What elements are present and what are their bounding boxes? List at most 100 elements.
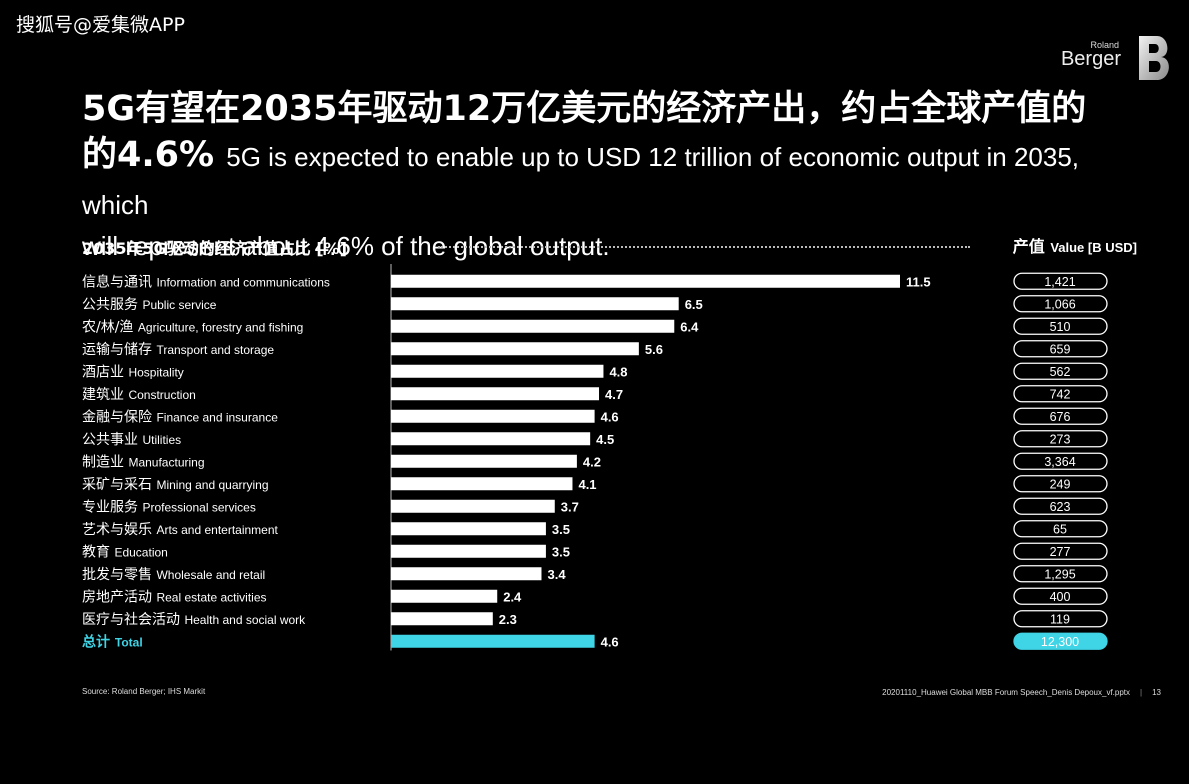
- output-value: 1,066: [1044, 297, 1075, 311]
- output-value: 623: [1050, 500, 1071, 514]
- category-label: 公共事业 Utilities: [82, 432, 181, 448]
- dotted-divider: [438, 246, 970, 248]
- category-label: 医疗与社会活动 Health and social work: [82, 612, 306, 628]
- output-value: 277: [1050, 545, 1071, 559]
- value-column-title: 产值 Value [B USD]: [1013, 233, 1137, 257]
- category-label: 制造业 Manufacturing: [82, 454, 205, 470]
- category-label: 艺术与娱乐 Arts and entertainment: [82, 522, 279, 538]
- bar: [391, 274, 900, 288]
- output-pill: [1013, 587, 1108, 605]
- bar-chart: 信息与通讯 Information and communications 11.5…: [82, 264, 1108, 651]
- watermark: 搜狐号@爱集微APP: [16, 14, 185, 36]
- bar-value-label: 2.4: [503, 589, 522, 604]
- output-value: 3,364: [1044, 455, 1075, 469]
- output-value: 1,295: [1044, 567, 1075, 581]
- category-label: 专业服务 Professional services: [82, 499, 256, 515]
- output-value: 249: [1050, 477, 1071, 491]
- output-value: 400: [1050, 590, 1071, 604]
- bar-value-label: 4.5: [596, 432, 614, 447]
- output-pill: [1013, 452, 1108, 470]
- value-column-title-zh: 产值: [1012, 237, 1045, 256]
- bar-value-label: 4.1: [578, 477, 596, 492]
- output-value: 562: [1050, 365, 1071, 379]
- bar-value-label: 3.5: [552, 522, 570, 537]
- output-value: 676: [1050, 410, 1071, 424]
- roland-berger-logo: Roland Berger: [1025, 34, 1175, 86]
- category-label: 采矿与采石 Mining and quarrying: [82, 477, 269, 493]
- logo-line1: Roland: [1090, 40, 1119, 50]
- bar-value-label: 3.4: [547, 567, 566, 582]
- bar: [391, 612, 493, 626]
- bar: [391, 364, 604, 378]
- output-pill: [1013, 475, 1108, 493]
- bar: [391, 544, 546, 558]
- output-pill: [1013, 542, 1108, 560]
- logo-line2: Berger: [1060, 48, 1121, 70]
- page-number: 13: [1152, 688, 1161, 697]
- bar-value-label: 5.6: [645, 342, 663, 357]
- output-pill: [1013, 295, 1108, 313]
- bar-value-label: 4.8: [609, 364, 627, 379]
- bar-value-label: 3.7: [561, 499, 579, 514]
- category-label: 公共服务 Public service: [82, 297, 217, 313]
- output-pill: [1013, 340, 1108, 358]
- bar: [391, 432, 591, 446]
- output-value: 510: [1050, 320, 1071, 334]
- chart-title: 2035年5G驱动的经济产值占比 [%]: [82, 239, 348, 258]
- category-label: 信息与通讯 Information and communications: [82, 273, 330, 290]
- bar-value-label: 6.5: [685, 297, 703, 312]
- bar-value-label: 4.7: [605, 387, 623, 402]
- bar: [391, 499, 555, 513]
- bar: [391, 522, 546, 536]
- headline: 5G有望在2035年驱动12万亿美元的经济产出，约占全球产值的 的4.6% 5G…: [82, 86, 1142, 264]
- total-bar: [391, 634, 595, 648]
- bar-value-label: 11.5: [906, 274, 931, 289]
- headline-line2: 的4.6% 5G is expected to enable up to USD…: [82, 132, 1142, 228]
- bar: [391, 567, 542, 581]
- output-pill: [1013, 565, 1108, 583]
- bar-value-label: 3.5: [552, 544, 570, 559]
- output-pill: [1013, 610, 1108, 628]
- file-name: 20201110_Huawei Global MBB Forum Speech_…: [882, 688, 1131, 697]
- category-label: 酒店业 Hospitality: [82, 364, 184, 380]
- output-pill: [1013, 520, 1108, 538]
- output-pill: [1013, 385, 1108, 403]
- bar-value-label: 2.3: [499, 612, 517, 627]
- footer-info: 20201110_Huawei Global MBB Forum Speech_…: [882, 688, 1161, 697]
- category-label: 金融与保险 Finance and insurance: [82, 409, 278, 425]
- category-label: 建筑业 Construction: [82, 387, 196, 403]
- total-output-value: 12,300: [1041, 635, 1079, 649]
- total-value-label: 4.6: [601, 634, 619, 649]
- bar: [391, 319, 675, 333]
- category-label: 农/林/渔 Agriculture, forestry and fishing: [82, 319, 303, 335]
- output-value: 742: [1050, 387, 1071, 401]
- category-label: 房地产活动 Real estate activities: [82, 589, 267, 605]
- output-pill: [1013, 272, 1108, 290]
- bar: [391, 297, 679, 311]
- total-label: 总计 Total: [82, 633, 143, 650]
- total-output-pill: [1013, 632, 1108, 650]
- bar-value-label: 4.2: [583, 454, 601, 469]
- bar: [391, 454, 577, 468]
- bar: [391, 387, 600, 401]
- headline-zh-line2: 的4.6%: [82, 135, 215, 175]
- output-pill: [1013, 497, 1108, 515]
- bar-value-label: 6.4: [680, 319, 699, 334]
- output-value: 65: [1053, 522, 1067, 536]
- output-pill: [1013, 407, 1108, 425]
- bar: [391, 477, 573, 491]
- output-pill: [1013, 430, 1108, 448]
- output-value: 273: [1050, 432, 1071, 446]
- output-pill: [1013, 362, 1108, 380]
- bar: [391, 342, 639, 356]
- value-column-title-en: Value [B USD]: [1050, 240, 1137, 255]
- output-value: 119: [1050, 612, 1070, 626]
- category-label: 运输与储存 Transport and storage: [82, 342, 274, 358]
- output-pill: [1013, 317, 1108, 335]
- source-note: Source: Roland Berger; IHS Markit: [82, 687, 206, 696]
- bar-value-label: 4.6: [601, 409, 619, 424]
- footer-separator: |: [1140, 688, 1143, 697]
- bar: [391, 409, 595, 423]
- bar: [391, 589, 498, 603]
- headline-en-part1: 5G is expected to enable up to USD 12 tr…: [82, 142, 1080, 220]
